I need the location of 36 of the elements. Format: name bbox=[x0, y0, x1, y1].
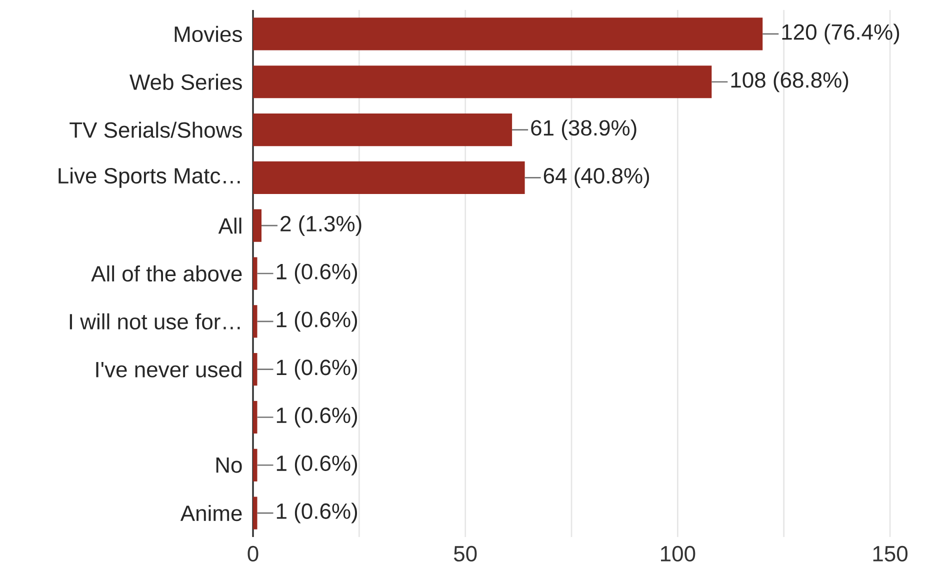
x-tick-label: 150 bbox=[873, 546, 908, 562]
bar bbox=[253, 66, 712, 98]
y-tick-label: Live Sports Matc… bbox=[58, 167, 240, 188]
y-tick-label: All bbox=[218, 218, 242, 234]
bar bbox=[253, 353, 258, 386]
data-label: 108 (68.8%) bbox=[731, 72, 848, 92]
bar bbox=[253, 305, 258, 338]
y-tick-label: All of the above bbox=[91, 265, 242, 282]
data-label: 1 (0.6%) bbox=[276, 263, 357, 284]
data-label: 1 (0.6%) bbox=[276, 406, 357, 428]
data-label: 1 (0.6%) bbox=[276, 359, 357, 380]
y-tick-label: Web Series bbox=[130, 74, 242, 90]
bar bbox=[253, 18, 763, 50]
bar bbox=[253, 113, 512, 146]
bar bbox=[253, 209, 262, 242]
y-tick-label: I've never used bbox=[96, 361, 242, 378]
bar bbox=[253, 400, 258, 434]
y-tick-label: Movies bbox=[174, 26, 242, 42]
x-tick-label: 100 bbox=[660, 546, 696, 562]
data-label: 120 (76.4%) bbox=[782, 24, 900, 44]
y-tick-label: I will not use for… bbox=[70, 313, 240, 330]
bar bbox=[253, 496, 258, 530]
data-label: 1 (0.6%) bbox=[276, 311, 357, 332]
data-label: 2 (1.3%) bbox=[280, 215, 362, 236]
x-tick-label: 0 bbox=[248, 546, 258, 562]
bar bbox=[253, 161, 525, 194]
bar bbox=[253, 448, 258, 482]
y-tick-label: Anime bbox=[180, 504, 242, 522]
data-label: 1 (0.6%) bbox=[276, 454, 357, 476]
y-tick-label: TV Serials/Shows bbox=[70, 122, 242, 138]
data-label: 1 (0.6%) bbox=[276, 502, 357, 524]
y-tick-label: No bbox=[216, 457, 242, 473]
data-label: 61 (38.9%) bbox=[531, 120, 636, 140]
x-tick-label: 50 bbox=[454, 546, 477, 562]
data-label: 64 (40.8%) bbox=[544, 167, 650, 188]
bar bbox=[253, 257, 258, 290]
